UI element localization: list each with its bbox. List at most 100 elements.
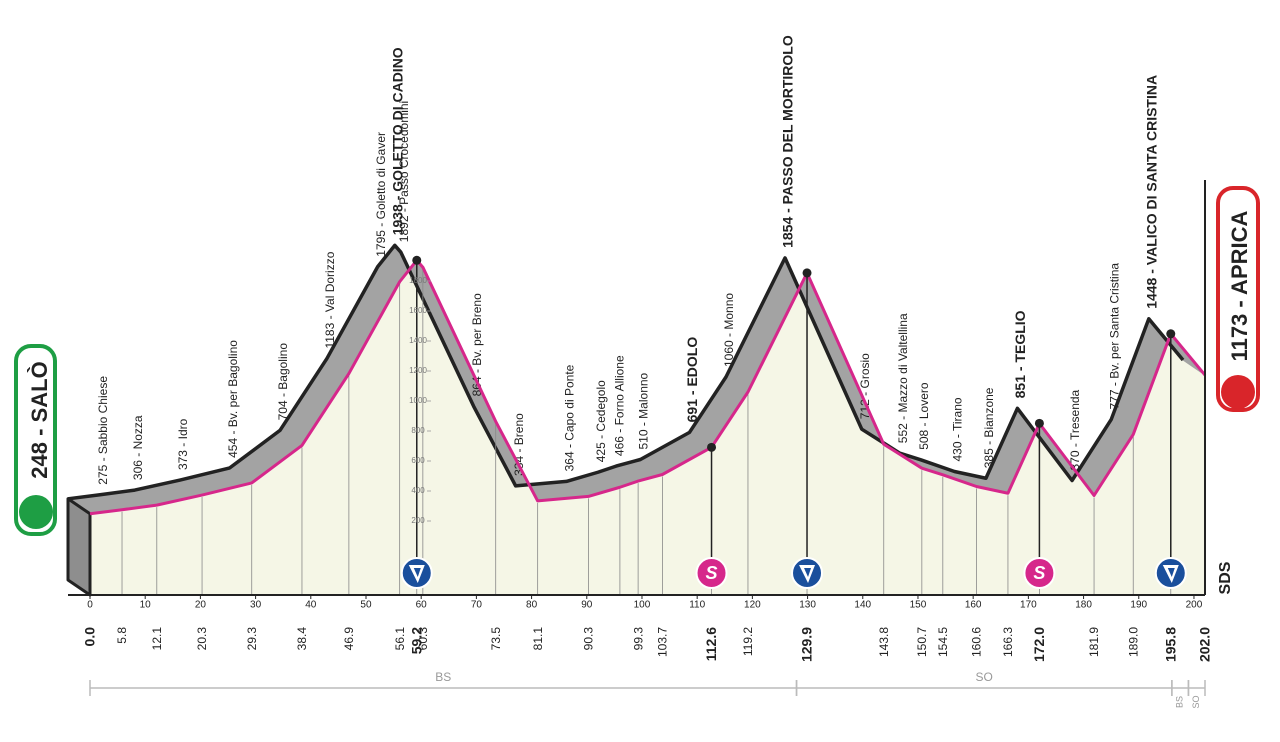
relief-top [67,243,1185,501]
km-label: 172.0 [1031,627,1047,662]
place-label: 552 - Mazzo di Valtellina [896,313,910,443]
place-label: 1795 - Goletto di Gaver [374,132,388,257]
summit-dot [802,268,812,278]
x-tick-label: 70 [471,600,483,611]
km-label: 129.9 [799,627,815,662]
gpm-glyph [804,568,812,577]
x-tick-label: 40 [305,600,317,611]
place-label: 704 - Bagolino [276,343,290,421]
gpm-glyph [1167,568,1175,577]
summit-dot [707,442,717,452]
place-label: 864 - Bv. per Breno [470,293,484,396]
start-box [14,344,57,536]
y-tick-label: 1800 [409,276,427,285]
km-label: 189.0 [1126,627,1140,657]
km-label: 20.3 [195,627,209,651]
x-tick-label: 0 [87,600,93,611]
km-label: 202.0 [1197,627,1213,662]
sprint-text: S [706,563,718,583]
x-tick-label: 190 [1130,600,1147,611]
start-icon [19,495,53,529]
place-label: 712 - Grosio [858,353,872,419]
x-tick-label: 160 [965,600,982,611]
region-label: BS [435,670,451,684]
y-tick-label: 1000 [409,396,427,405]
x-tick-label: 50 [360,600,372,611]
x-tick-label: 110 [689,600,705,611]
km-label: 195.8 [1162,627,1178,662]
place-label: 1892 - Passo Crocedomini [397,101,411,242]
place-label: 777 - Bv. per Santa Cristina [1107,263,1121,410]
start-wall [66,497,92,597]
profile-line [89,258,1207,516]
km-label: 154.5 [936,627,950,657]
gpm-glyph [413,568,421,577]
place-label: 306 - Nozza [131,415,145,480]
km-label: 0.0 [82,627,98,647]
km-label: 181.9 [1087,627,1101,657]
x-tick-label: 200 [1186,600,1203,611]
y-tick-label: 200 [411,516,425,525]
region-label: SO [976,670,993,684]
summit-dot [1034,418,1044,428]
x-tick-label: 20 [195,600,207,611]
summit-dot [412,255,422,265]
sprint-icon [1023,557,1056,589]
x-tick-label: 80 [526,600,538,611]
place-label: 1060 - Monno [722,293,736,367]
sprint-text: S [1033,563,1045,583]
km-label: 5.8 [115,627,129,644]
place-label: 430 - Tirano [951,397,965,461]
km-label: 59.2 [408,627,424,654]
x-tick-label: 150 [910,600,927,611]
km-label: 160.6 [970,627,984,657]
place-label: 1938 - GOLETTO DI CADINO [389,47,405,235]
km-label: 38.4 [295,627,309,651]
place-label: 385 - Bianzone [982,387,996,468]
y-tick-label: 600 [411,456,425,465]
km-label: 143.8 [877,627,891,657]
place-label: 275 - Sabbio Chiese [96,376,110,485]
km-label: 29.3 [245,627,259,651]
x-tick-label: 60 [416,600,428,611]
km-label: 166.3 [1001,627,1015,657]
x-tick-label: 170 [1020,600,1037,611]
place-label: 370 - Tresenda [1068,389,1082,470]
km-label: 60.3 [416,627,430,651]
region-label: BS [1175,696,1185,708]
place-label: 510 - Malonno [637,372,651,449]
y-tick-label: 1200 [409,366,427,375]
sprint-icon [695,557,728,589]
y-tick-label: 400 [411,486,425,495]
place-label: 364 - Capo di Ponte [563,364,577,471]
place-label: 425 - Cedegolo [594,380,608,462]
km-label: 12.1 [150,627,164,651]
place-label: 1183 - Val Dorizzo [323,251,337,348]
km-label: 81.1 [531,627,545,651]
x-tick-label: 130 [799,600,816,611]
km-label: 112.6 [703,627,719,661]
km-label: 56.1 [393,627,407,651]
place-label: 454 - Bv. per Bagolino [226,340,240,458]
start-label: 248 - SALÒ [27,361,52,478]
place-label: 466 - Forno Allione [612,355,626,456]
finish-box [1216,186,1260,412]
km-label: 46.9 [342,627,356,651]
x-tick-label: 140 [854,600,871,611]
place-label: 851 - TEGLIO [1012,310,1028,398]
place-label: 1854 - PASSO DEL MORTIROLO [780,35,796,248]
x-tick-label: 180 [1075,600,1092,611]
km-label: 90.3 [582,627,596,651]
summit-dot [1166,329,1176,339]
ground [90,260,1205,595]
place-label: 1448 - VALICO DI SANTA CRISTINA [1143,75,1159,309]
km-label: 119.2 [741,627,755,656]
place-label: 508 - Lovero [917,382,931,450]
km-label: 73.5 [489,627,503,651]
km-label: 99.3 [631,627,645,651]
place-label: 691 - EDOLO [684,337,700,423]
y-tick-label: 1400 [409,336,427,345]
brand: SDS [1217,561,1234,594]
x-tick-label: 30 [250,600,262,611]
